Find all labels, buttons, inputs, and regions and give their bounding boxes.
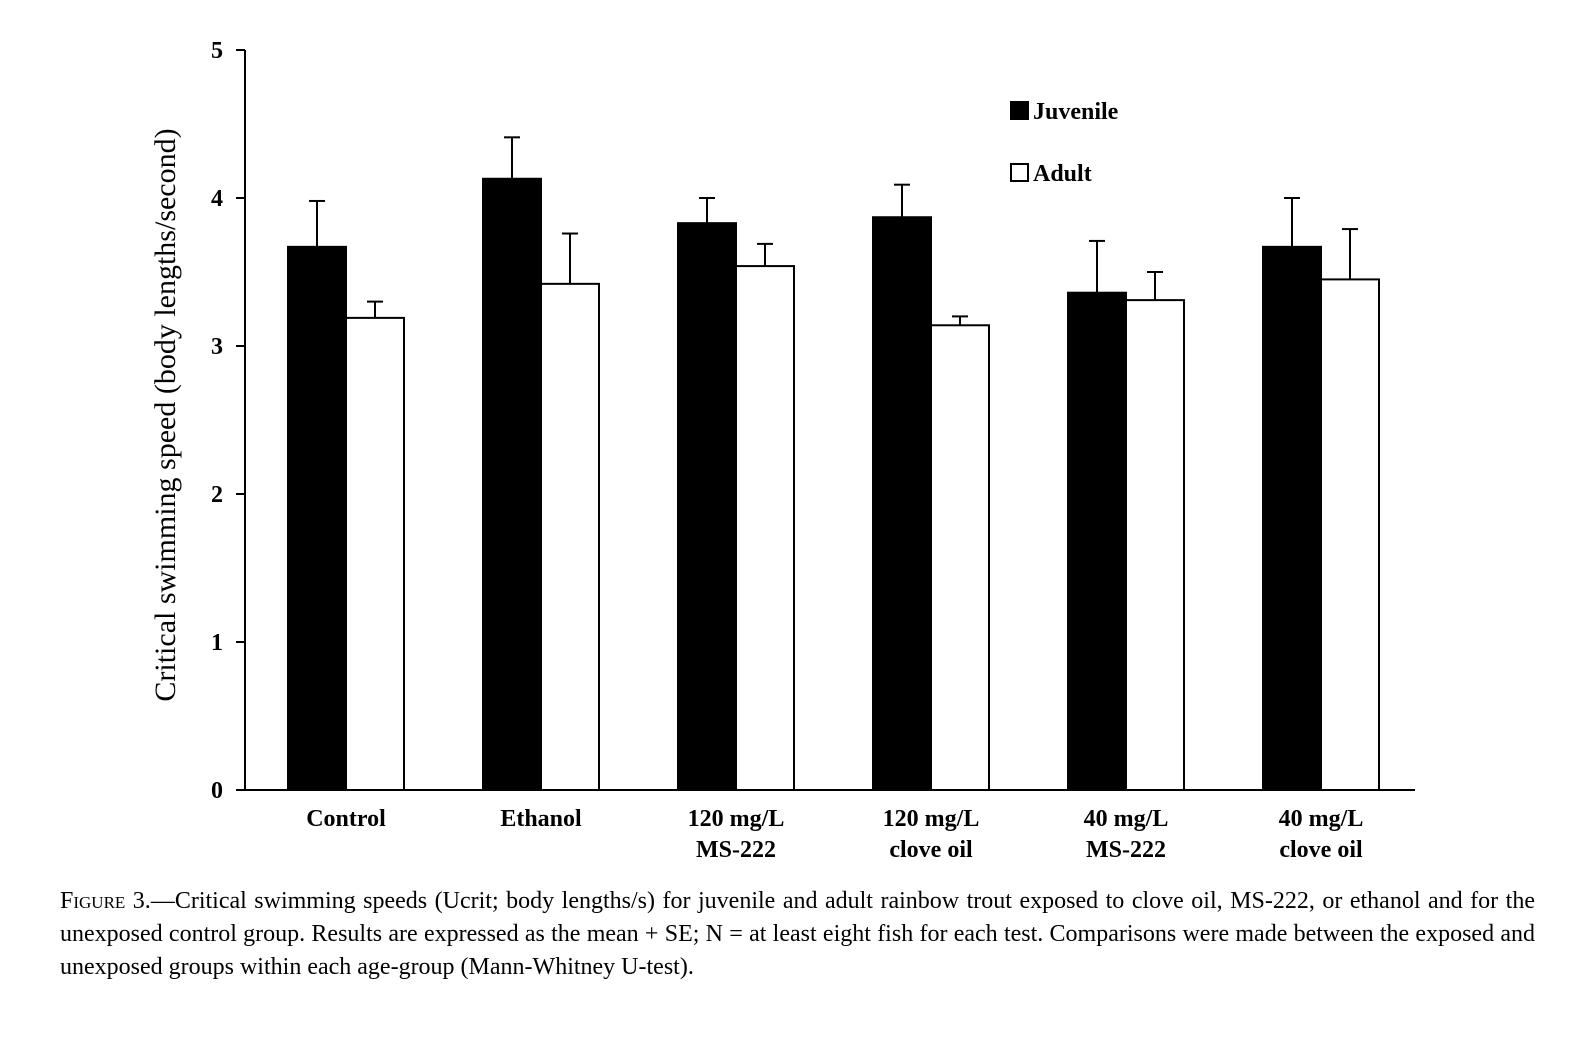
x-category-label: Control [306, 806, 386, 832]
y-tick-label: 4 [211, 186, 223, 212]
legend-label-juvenile: Juvenile [1033, 99, 1119, 125]
x-category-label: MS-222 [696, 837, 776, 863]
x-category-label: clove oil [889, 837, 973, 863]
y-tick-label: 1 [211, 630, 223, 656]
x-category-label: clove oil [1279, 837, 1363, 863]
legend-label-adult: Adult [1033, 161, 1092, 187]
y-tick-label: 0 [211, 778, 223, 804]
x-category-label: 40 mg/L [1084, 806, 1169, 832]
bars [287, 136, 1380, 792]
legend-swatch-adult [1010, 163, 1029, 182]
y-axis-label: Critical swimming speed (body lengths/se… [149, 128, 182, 701]
bar-juvenile-4 [1067, 291, 1127, 791]
caption-text: —Critical swimming speeds (Ucrit; body l… [60, 888, 1535, 980]
y-tick-label: 2 [211, 482, 223, 508]
x-category-label: 120 mg/L [688, 806, 785, 832]
x-category-label: 120 mg/L [883, 806, 980, 832]
bar-juvenile-3 [872, 216, 932, 792]
y-tick-label: 5 [211, 38, 223, 64]
bar-adult-3 [930, 324, 990, 791]
bar-juvenile-1 [482, 177, 542, 791]
x-category-label: 40 mg/L [1279, 806, 1364, 832]
bar-juvenile-0 [287, 245, 347, 791]
legend: Juvenile Adult [1010, 99, 1119, 187]
bar-juvenile-5 [1262, 245, 1322, 791]
axes [236, 49, 1415, 791]
legend-swatch-juvenile [1010, 101, 1029, 120]
bar-juvenile-2 [677, 222, 737, 792]
labels: 0 1 2 3 4 5 Critical swimming speed (body leng… [149, 38, 1363, 863]
x-category-label: Ethanol [500, 806, 582, 832]
bar-adult-2 [735, 265, 795, 791]
caption-label: Figure 3. [60, 888, 151, 914]
bar-adult-5 [1320, 278, 1380, 791]
bar-adult-4 [1125, 299, 1185, 791]
bar-adult-0 [345, 316, 405, 791]
y-tick-label: 3 [211, 334, 223, 360]
x-category-label: MS-222 [1086, 837, 1166, 863]
bar-adult-1 [540, 282, 600, 791]
figure-caption: Figure 3.—Critical swimming speeds (Ucri… [60, 885, 1535, 984]
bar-chart: 0 1 2 3 4 5 Critical swimming speed (body leng… [149, 38, 1415, 863]
